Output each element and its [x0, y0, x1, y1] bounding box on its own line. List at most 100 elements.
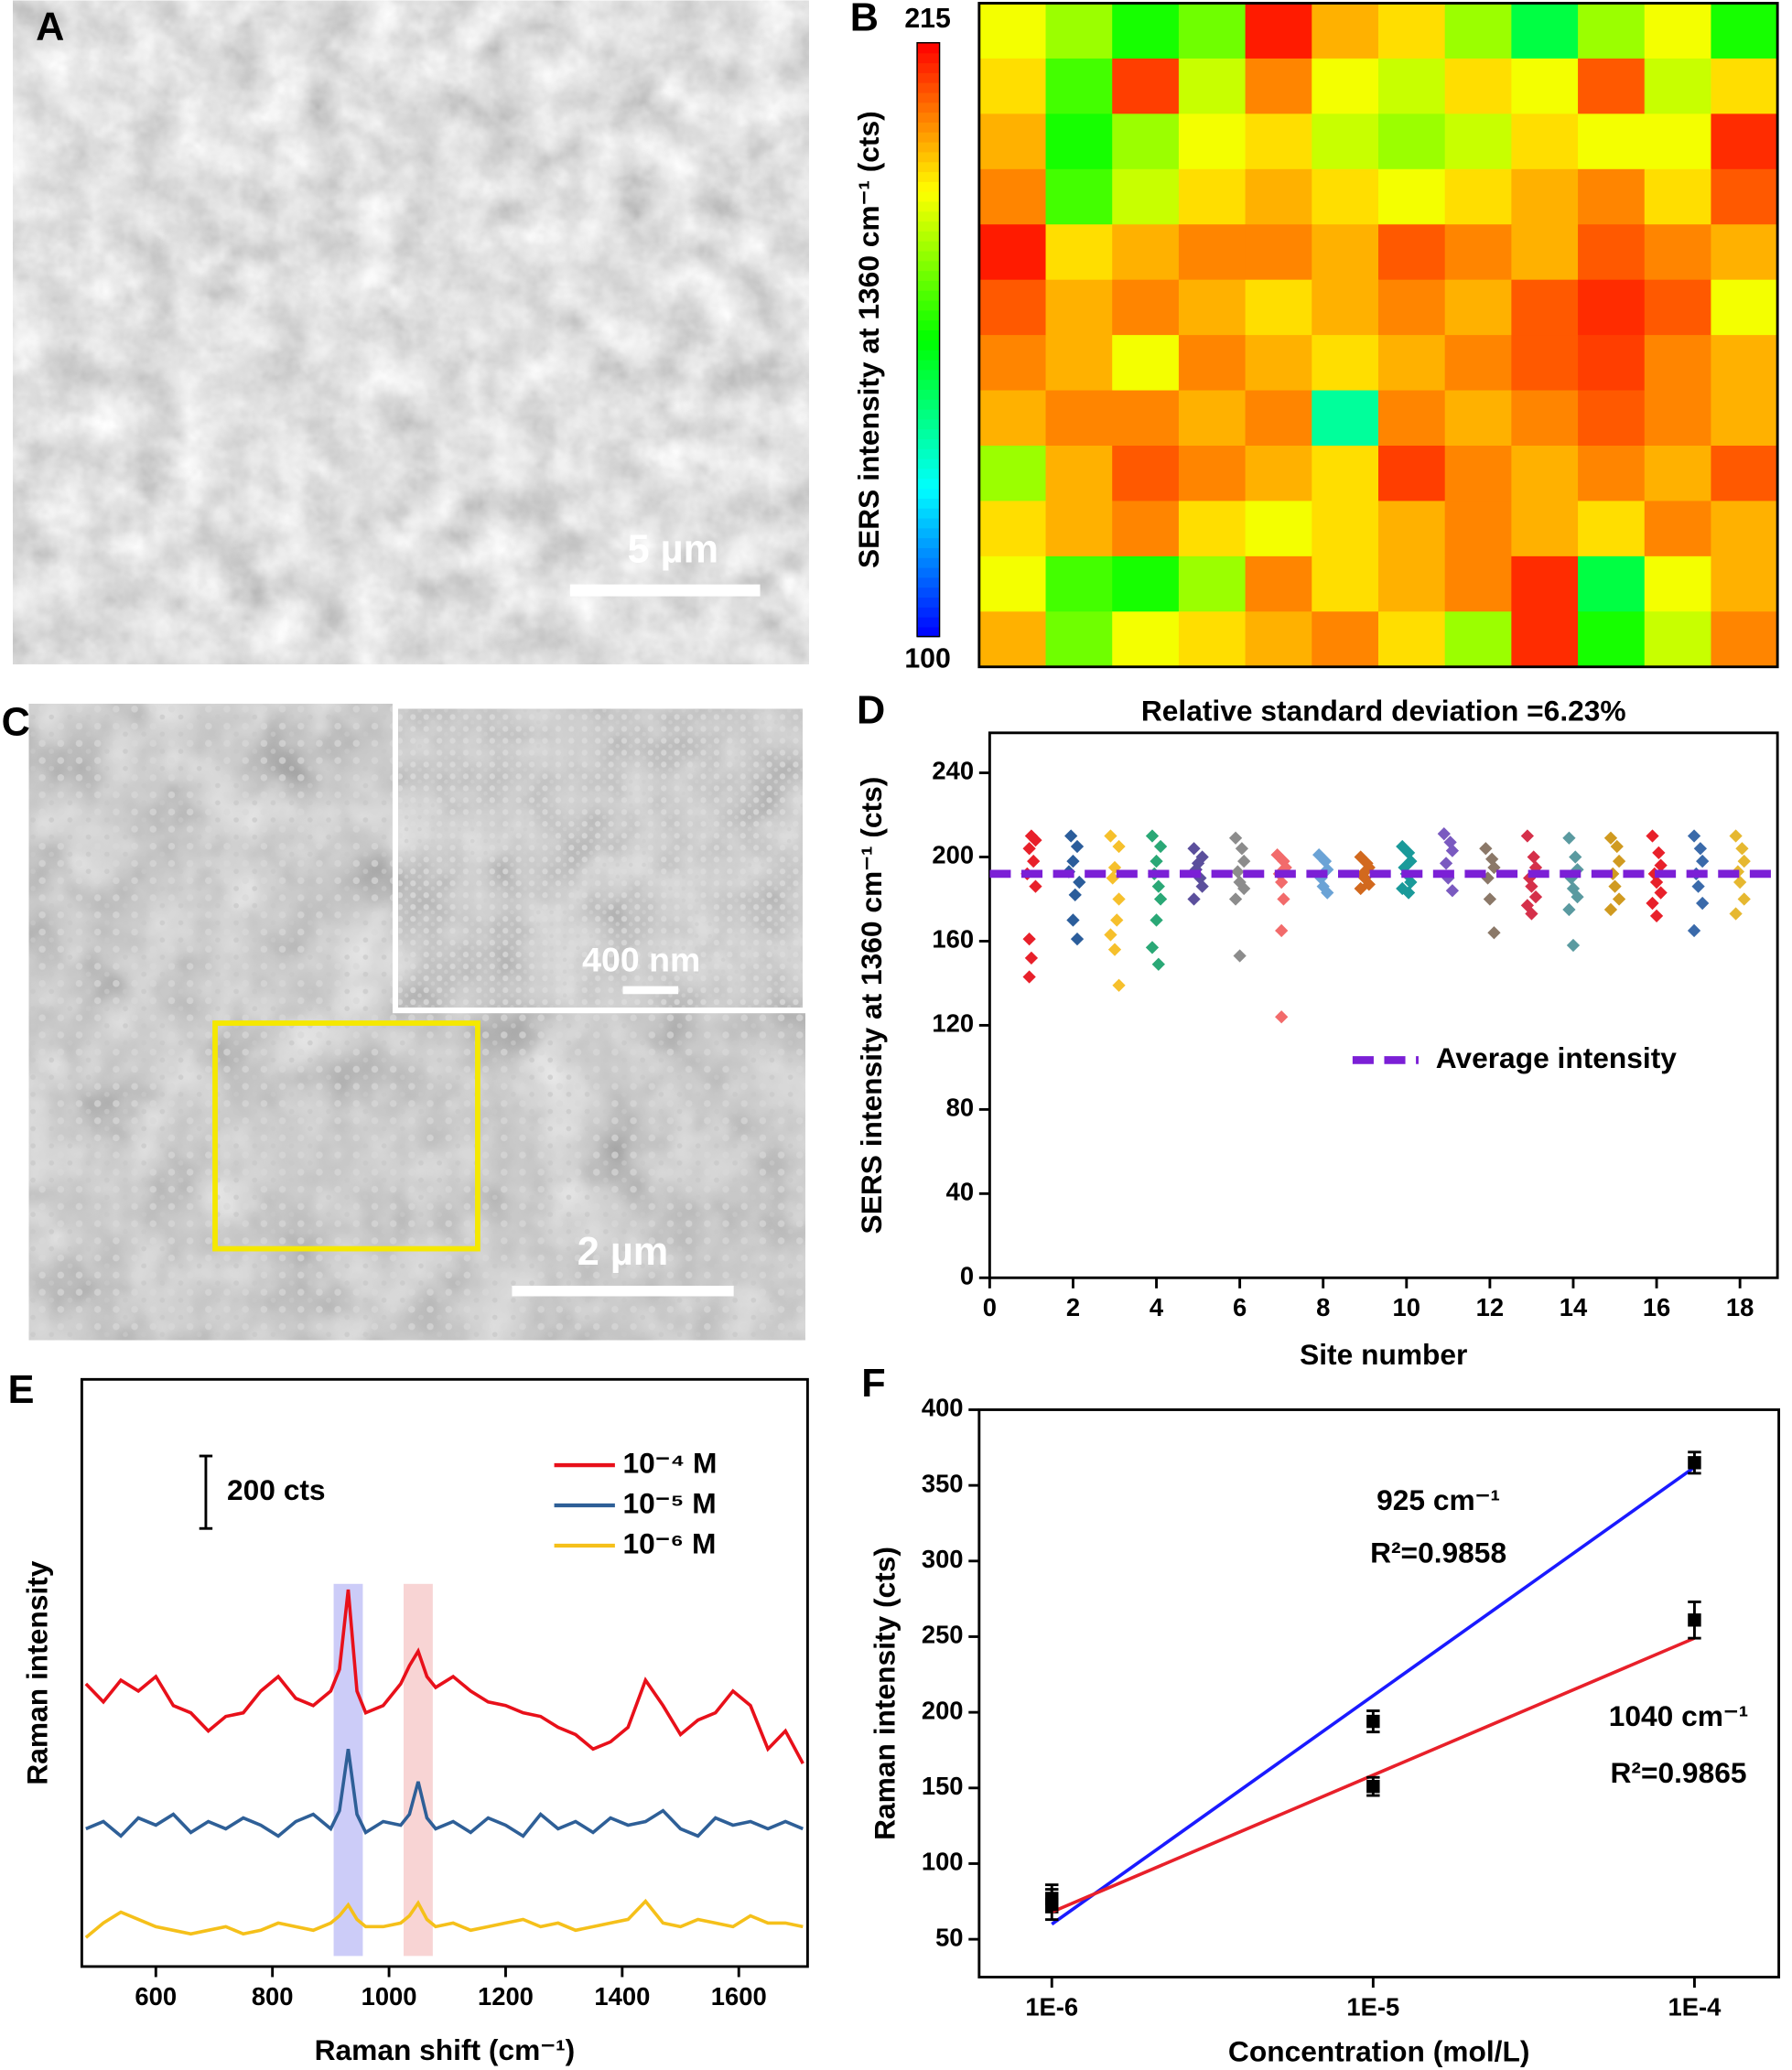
heatmap-cell	[1245, 445, 1313, 502]
data-point	[1112, 978, 1126, 992]
colorbar-slice	[917, 181, 940, 192]
heatmap-cell	[1245, 501, 1313, 557]
x-tick-label: 600	[135, 1982, 177, 2011]
heatmap-cell	[978, 501, 1047, 557]
colorbar-slice	[917, 221, 940, 232]
data-point	[1688, 1456, 1701, 1470]
heatmap-cell	[1711, 445, 1778, 502]
series-label: 925 cm⁻¹	[1376, 1483, 1500, 1516]
x-tick-label: 1600	[711, 1982, 767, 2011]
colorbar-slice	[917, 309, 940, 321]
heatmap-cell	[1377, 335, 1446, 392]
y-tick-label: 120	[932, 1009, 974, 1038]
heatmap-cell	[1644, 445, 1712, 502]
data-point	[1228, 892, 1243, 906]
data-point	[1646, 896, 1659, 911]
data-point	[1228, 831, 1243, 845]
data-point	[1562, 831, 1576, 845]
y-tick-label: 100	[922, 1848, 964, 1876]
data-point	[1187, 842, 1201, 856]
colorbar-slice	[917, 577, 940, 588]
colorbar-tick-label: 215	[904, 4, 951, 34]
data-point	[1106, 871, 1119, 885]
heatmap-cell	[1178, 3, 1247, 59]
heatmap-cell	[1578, 445, 1646, 502]
colorbar-slice	[917, 399, 940, 410]
data-point	[1354, 881, 1367, 896]
heatmap-cell	[1112, 611, 1180, 668]
heatmap-cell	[1578, 3, 1646, 59]
colorbar-slice	[917, 171, 940, 182]
heatmap-cell	[1112, 390, 1180, 447]
heatmap-cell	[1511, 113, 1579, 170]
legend-label: 10⁻⁵ M	[623, 1486, 717, 1519]
data-point	[1187, 892, 1201, 906]
inset-scale-bar-label: 400 nm	[582, 941, 700, 979]
series-label: 1040 cm⁻¹	[1609, 1699, 1749, 1732]
chart-title: Relative standard deviation =6.23%	[1141, 695, 1626, 728]
data-point	[1150, 913, 1163, 927]
colorbar-slice	[917, 616, 940, 628]
y-tick-label: 240	[932, 757, 974, 785]
plot-area	[1020, 827, 1751, 1024]
heatmap-cell	[1045, 113, 1113, 170]
data-point	[1153, 892, 1168, 906]
colorbar-slice	[917, 290, 940, 301]
x-axis-label: Concentration (mol/L)	[1228, 2034, 1530, 2067]
data-point	[1445, 884, 1460, 898]
heatmap-cell	[978, 335, 1047, 392]
data-point	[1112, 892, 1126, 906]
data-point	[1022, 970, 1036, 984]
heatmap-cell	[1511, 168, 1579, 225]
heatmap-cell	[1312, 335, 1379, 392]
heatmap-cell	[1312, 113, 1379, 170]
heatmap-cell	[1178, 445, 1247, 502]
heatmap-cell	[1377, 224, 1446, 281]
data-point	[1445, 844, 1460, 857]
scale-bar-label: 200 cts	[227, 1473, 326, 1506]
heatmap-cell	[1711, 279, 1778, 336]
colorbar-slice	[917, 260, 940, 272]
highlight-band	[403, 1583, 433, 1957]
legend-label: 10⁻⁴ M	[623, 1446, 718, 1479]
data-point	[1070, 932, 1085, 946]
fit-line	[1051, 1636, 1696, 1914]
colorbar-slice	[917, 241, 940, 252]
y-tick-label: 150	[922, 1772, 964, 1800]
heatmap-cell	[1377, 168, 1446, 225]
heatmap-cell	[1245, 279, 1313, 336]
colorbar-slice	[917, 488, 940, 499]
colorbar-slice	[917, 557, 940, 568]
heatmap-cell	[1045, 168, 1113, 225]
spectrum-line	[85, 1749, 804, 1838]
colorbar-slice	[917, 161, 940, 173]
heatmap-cell	[1578, 335, 1646, 392]
heatmap-cell	[1578, 58, 1646, 115]
data-point	[1151, 957, 1165, 971]
data-point	[1696, 896, 1710, 911]
data-point	[1275, 923, 1289, 938]
heatmap-cell	[1245, 390, 1313, 447]
data-point	[1064, 829, 1078, 843]
heatmap-cell	[1511, 390, 1579, 447]
data-point	[1603, 902, 1618, 917]
colorbar-slice	[917, 438, 940, 449]
y-axis-label: SERS intensity at 1360 cm⁻¹ (cts)	[855, 777, 888, 1234]
data-point	[1569, 850, 1582, 864]
data-point	[1439, 857, 1453, 870]
x-tick-label: 6	[1233, 1293, 1247, 1321]
heatmap-cell	[1644, 168, 1712, 225]
heatmap-cell	[1178, 611, 1247, 668]
data-point	[1688, 1613, 1701, 1627]
data-point	[1110, 913, 1124, 927]
data-point	[1437, 827, 1451, 841]
y-tick-label: 0	[960, 1262, 974, 1290]
heatmap-cell	[1711, 390, 1778, 447]
data-point	[1562, 902, 1576, 917]
heatmap-cell	[1711, 3, 1778, 59]
x-tick-label: 1200	[478, 1982, 534, 2011]
heatmap-cell	[1711, 335, 1778, 392]
data-point	[1275, 1010, 1289, 1024]
heatmap-cell	[1112, 445, 1180, 502]
data-point	[1066, 913, 1080, 927]
